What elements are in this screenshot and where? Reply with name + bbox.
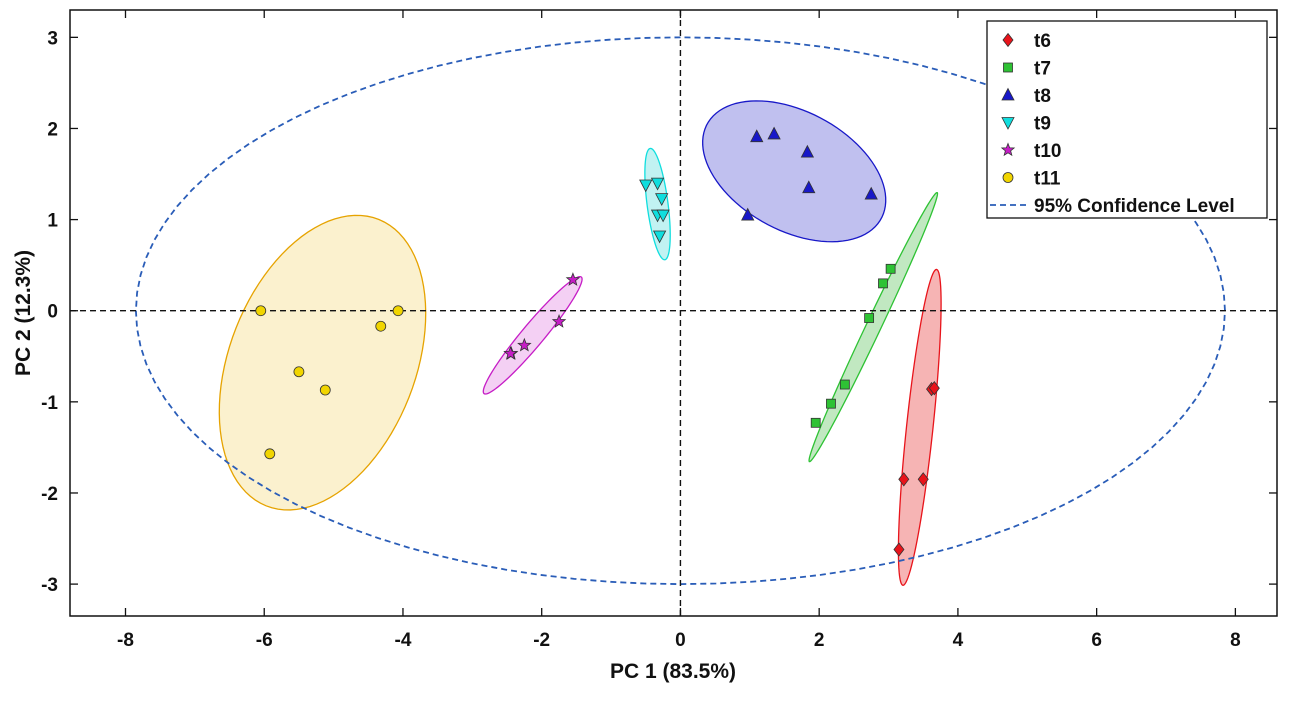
point-t8-0 (750, 129, 764, 143)
point-t10-0 (565, 272, 581, 286)
legend-marker-t10 (1000, 142, 1016, 157)
point-t9-2 (655, 193, 669, 206)
point-t11-1 (392, 305, 404, 317)
legend-marker-t6 (1002, 32, 1014, 48)
point-t8-5 (741, 207, 755, 221)
x-tick-label: -2 (533, 630, 550, 651)
y-tick-label: -3 (41, 575, 58, 596)
x-tick-label: 0 (675, 630, 686, 651)
y-tick-label: 2 (47, 119, 58, 140)
point-t11-3 (293, 366, 305, 378)
point-t10-4 (503, 345, 518, 360)
legend-box (986, 20, 1268, 219)
legend-marker-t9 (1001, 117, 1015, 130)
point-t7-1 (826, 398, 836, 409)
point-t10-1 (551, 314, 567, 328)
point-t8-3 (802, 180, 816, 194)
legend-label-t11: t11 (1034, 169, 1061, 190)
data-points (255, 126, 940, 557)
plot-frame (69, 9, 1278, 617)
point-t9-4 (656, 209, 670, 223)
y-tick-label: 1 (47, 211, 58, 232)
point-t6-2 (917, 472, 929, 487)
point-t7-3 (864, 313, 875, 323)
point-t10-2 (517, 337, 532, 352)
point-t11-0 (255, 305, 267, 317)
point-t9-5 (652, 230, 667, 244)
point-t7-5 (885, 263, 896, 274)
x-tick-label: -6 (256, 630, 273, 651)
point-t6-0 (893, 542, 905, 557)
point-t9-1 (650, 177, 665, 191)
x-tick-label: 8 (1230, 630, 1241, 651)
y-axis-label: PC 2 (12.3%) (12, 250, 35, 376)
point-t8-2 (800, 144, 815, 158)
x-tick-label: 4 (953, 630, 964, 651)
x-tick-label: -8 (117, 630, 134, 651)
legend: t6 t7 t8 t9 t10 t11 95% Confidence Level (986, 20, 1268, 219)
point-t11-5 (264, 448, 276, 460)
y-tick-label: 3 (47, 28, 58, 49)
legend-label-t7: t7 (1034, 59, 1051, 80)
group-ellipses (218, 100, 942, 586)
ellipse-t10 (482, 276, 583, 395)
x-tick-label: 2 (814, 630, 825, 651)
point-t11-2 (375, 320, 387, 332)
ellipse-t6 (897, 268, 942, 586)
x-tick-label: -4 (395, 630, 412, 651)
ellipse-t8 (702, 100, 887, 243)
point-t7-2 (839, 379, 850, 390)
x-axis-label: PC 1 (83.5%) (610, 660, 736, 683)
point-t8-1 (767, 126, 781, 140)
point-t6-4 (928, 381, 940, 396)
point-t6-1 (898, 472, 910, 487)
legend-marker-t7 (1003, 62, 1013, 73)
ellipse-t7 (808, 191, 939, 463)
legend-marker-t11 (1002, 172, 1014, 183)
legend-label-t9: t9 (1034, 114, 1051, 135)
zero-reference-lines (70, 10, 1277, 616)
point-t9-0 (639, 179, 653, 193)
legend-label-t6: t6 (1034, 31, 1051, 52)
point-t7-0 (810, 417, 821, 428)
ellipse-t9 (644, 147, 671, 261)
legend-marker-t8 (1001, 87, 1015, 101)
ellipse-t11 (218, 214, 427, 511)
point-t11-4 (319, 384, 331, 396)
legend-label-confidence: 95% Confidence Level (1034, 196, 1235, 217)
y-tick-label: -2 (41, 484, 58, 505)
legend-label-t8: t8 (1034, 86, 1051, 107)
y-tick-label: -1 (41, 393, 58, 414)
axis-ticks: -8 -6 -4 -2 0 2 4 6 8 -3 -2 -1 0 1 2 3 (41, 10, 1277, 651)
y-tick-label: 0 (47, 302, 58, 323)
point-t8-4 (864, 186, 878, 200)
legend-label-t10: t10 (1034, 141, 1061, 162)
x-tick-label: 6 (1091, 630, 1102, 651)
point-t7-4 (878, 278, 888, 289)
